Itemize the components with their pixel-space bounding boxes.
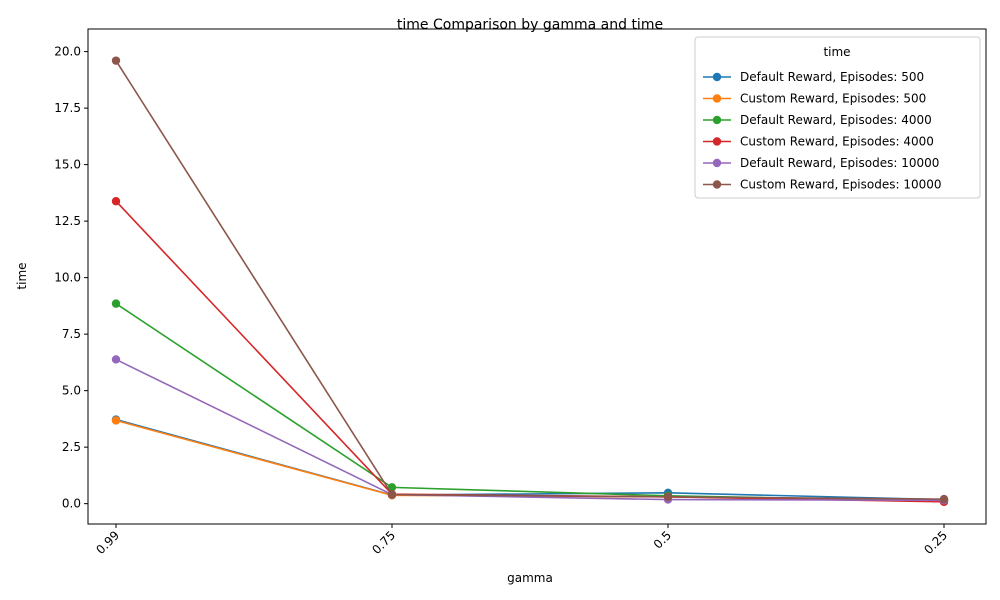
plot-area [87,28,987,525]
legend-label: Default Reward, Episodes: 500 [740,70,924,84]
legend-marker [712,72,722,82]
x-tick-label: 0.5 [651,528,674,551]
y-axis: 0.0 2.5 5.0 7.5 10.0 12.5 15.0 17.5 20.0 [54,45,88,511]
legend-marker [712,115,722,125]
y-tick-label: 17.5 [54,101,81,115]
y-tick-label: 5.0 [62,384,81,398]
y-tick-label: 7.5 [62,327,81,341]
y-axis-label: time [15,262,29,289]
series-line [115,419,945,501]
legend-frame [694,36,981,199]
y-tick-label: 0.0 [62,497,81,511]
x-axis: 0.99 0.75 0.5 0.25 [93,524,950,557]
y-tick-label: 15.0 [54,158,81,172]
data-point [111,299,121,308]
legend-label: Custom Reward, Episodes: 500 [740,92,926,106]
y-tick-label: 10.0 [54,271,81,285]
legend-label: Custom Reward, Episodes: 10000 [740,178,942,192]
x-tick-label: 0.99 [93,528,122,557]
data-point [111,197,121,206]
legend-label: Default Reward, Episodes: 4000 [740,113,932,127]
data-point [387,490,397,499]
legend-marker [712,94,722,103]
legend-label: Default Reward, Episodes: 10000 [740,156,939,170]
legend-marker [712,137,722,146]
legend-title: time [823,45,850,59]
y-tick-label: 20.0 [54,45,81,59]
series-line [115,358,945,502]
data-point [939,494,949,504]
series-line [115,418,945,501]
data-point [111,355,121,364]
legend-marker [712,158,722,168]
data-point [111,56,121,65]
legend-items: Default Reward, Episodes: 500 Custom Rewa… [703,70,942,192]
legend-marker [712,180,722,189]
series-layer [111,56,949,507]
data-point [663,492,673,502]
x-tick-label: 0.75 [369,528,398,557]
series-line [115,60,945,500]
chart-title: time Comparison by gamma and time [397,17,663,33]
legend-label: Custom Reward, Episodes: 4000 [740,135,934,149]
y-tick-label: 12.5 [54,214,81,228]
data-point [387,483,397,492]
series-line [115,200,945,503]
y-tick-label: 2.5 [62,440,81,454]
data-point [111,416,121,425]
legend: time Default Reward, Episodes: 500 Custom… [694,36,981,199]
x-tick-label: 0.25 [921,528,950,557]
x-axis-label: gamma [507,571,553,585]
